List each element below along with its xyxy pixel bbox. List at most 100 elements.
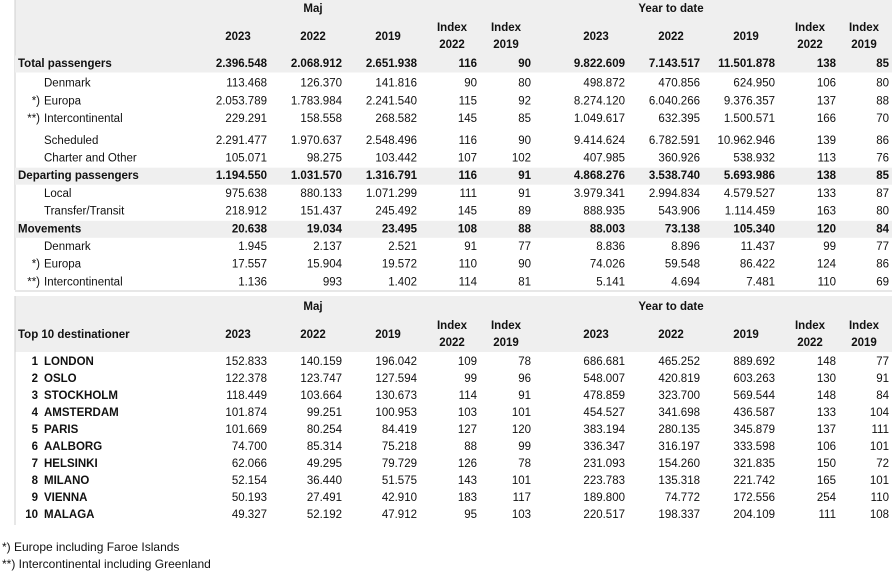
cell: 135.318 (658, 475, 700, 487)
cell: 84.419 (382, 424, 417, 436)
rank: 9 (32, 492, 38, 504)
row-label: Scheduled (44, 135, 98, 147)
cell: 4.579.527 (724, 188, 775, 200)
cell: 47.912 (382, 509, 417, 521)
column-header: 2022 (797, 39, 823, 51)
cell: 133 (817, 407, 836, 419)
column-header: 2019 (851, 39, 877, 51)
cell: 62.066 (232, 458, 267, 470)
cell: 110 (871, 492, 889, 504)
cell: 36.440 (307, 475, 342, 487)
row-label: Denmark (44, 78, 91, 90)
cell: 74.772 (665, 492, 700, 504)
cell: 91 (518, 390, 531, 402)
cell: 204.109 (733, 509, 775, 521)
column-header: 2019 (493, 39, 519, 51)
cell: 8.896 (671, 241, 700, 253)
cell: 3.538.740 (649, 170, 700, 182)
cell: 20.638 (232, 223, 268, 235)
cell: 116 (458, 58, 477, 70)
cell: 96 (518, 373, 531, 385)
cell: 1.500.571 (724, 113, 775, 125)
group-header: Year to date (638, 301, 703, 313)
cell: 106 (817, 78, 836, 90)
cell: 88.003 (590, 223, 625, 235)
column-header: 2023 (583, 329, 609, 341)
destination: OSLO (44, 373, 77, 385)
cell: 172.556 (733, 492, 775, 504)
group-header: Maj (303, 301, 322, 313)
row-band (15, 167, 892, 185)
cell: 49.327 (232, 509, 267, 521)
header-band (15, 296, 892, 352)
cell: 454.527 (583, 407, 625, 419)
cell: 101 (512, 407, 531, 419)
cell: 11.501.878 (718, 58, 776, 70)
cell: 75.218 (382, 441, 417, 453)
cell: 79.729 (382, 458, 417, 470)
cell: 4.694 (671, 276, 700, 288)
column-header: 2022 (439, 39, 465, 51)
cell: 138 (817, 170, 837, 182)
cell: 52.154 (232, 475, 268, 487)
cell: 100.953 (375, 407, 417, 419)
cell: 123.747 (300, 373, 342, 385)
cell: 110 (818, 276, 836, 288)
cell: 150 (817, 458, 836, 470)
cell: 1.049.617 (574, 113, 625, 125)
cell: 80 (876, 206, 889, 218)
cell: 99 (518, 441, 531, 453)
cell: 90 (518, 58, 531, 70)
cell: 2.053.789 (216, 95, 267, 107)
cell: 109 (458, 356, 477, 368)
destination: STOCKHOLM (44, 390, 118, 402)
cell: 90 (464, 78, 477, 90)
cell: 108 (458, 223, 478, 235)
cell: 420.819 (658, 373, 700, 385)
cell: 5.693.986 (724, 170, 775, 182)
cell: 9.376.357 (724, 95, 775, 107)
row-label: Local (44, 188, 72, 200)
cell: 91 (518, 188, 531, 200)
cell: 1.783.984 (291, 95, 343, 107)
column-header: Index (849, 22, 880, 34)
cell: 103.442 (375, 153, 417, 165)
cell: 23.495 (382, 223, 418, 235)
cell: 1.970.637 (291, 135, 342, 147)
cell: 107 (458, 153, 477, 165)
column-header: 2019 (733, 329, 759, 341)
cell: 89 (518, 206, 531, 218)
rank: 3 (32, 390, 38, 402)
cell: 569.544 (733, 390, 775, 402)
cell: 254 (817, 492, 837, 504)
cell: 1.031.570 (291, 170, 342, 182)
cell: 49.295 (307, 458, 342, 470)
cell: 221.742 (733, 475, 775, 487)
cell: 106 (817, 441, 836, 453)
cell: 231.093 (583, 458, 625, 470)
column-header: 2023 (225, 329, 251, 341)
cell: 7.481 (746, 276, 775, 288)
cell: 889.692 (733, 356, 775, 368)
cell: 158.558 (300, 113, 342, 125)
cell: 99 (464, 373, 477, 385)
group-header: Maj (303, 3, 322, 15)
cell: 103 (458, 407, 477, 419)
cell: 111 (460, 188, 477, 200)
cell: 72 (876, 458, 889, 470)
row-band (15, 220, 892, 238)
cell: 124 (817, 259, 837, 271)
cell: 98.275 (307, 153, 342, 165)
cell: 90 (518, 259, 531, 271)
rank: 10 (25, 509, 38, 521)
cell: 19.034 (307, 223, 343, 235)
column-header: 2022 (658, 31, 684, 43)
cell: 104 (870, 407, 890, 419)
cell: 50.193 (232, 492, 267, 504)
destination: AMSTERDAM (44, 407, 119, 419)
cell: 2.651.938 (366, 58, 418, 70)
cell: 84 (876, 223, 889, 235)
cell: 436.587 (733, 407, 775, 419)
cell: 268.582 (375, 113, 417, 125)
